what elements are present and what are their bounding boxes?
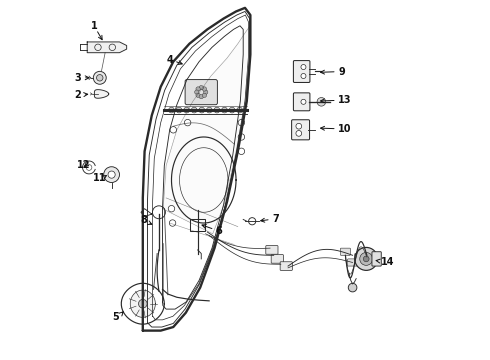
- Circle shape: [238, 134, 245, 140]
- Text: 13: 13: [338, 95, 352, 105]
- Text: 8: 8: [141, 215, 147, 225]
- Circle shape: [238, 120, 245, 126]
- FancyBboxPatch shape: [185, 80, 218, 105]
- Text: 1: 1: [91, 21, 98, 31]
- Circle shape: [355, 247, 378, 270]
- Circle shape: [301, 99, 306, 104]
- FancyBboxPatch shape: [294, 93, 310, 111]
- Circle shape: [203, 90, 208, 94]
- Circle shape: [296, 123, 302, 129]
- Circle shape: [199, 107, 205, 113]
- Circle shape: [296, 131, 302, 136]
- Circle shape: [170, 127, 176, 133]
- FancyBboxPatch shape: [294, 60, 310, 82]
- FancyBboxPatch shape: [266, 246, 278, 254]
- Text: 3: 3: [74, 73, 81, 83]
- Polygon shape: [87, 42, 126, 53]
- FancyBboxPatch shape: [292, 120, 310, 140]
- Text: 7: 7: [272, 214, 279, 224]
- Circle shape: [206, 107, 212, 113]
- Text: 11: 11: [93, 173, 106, 183]
- Circle shape: [184, 120, 191, 126]
- Circle shape: [191, 107, 197, 113]
- Circle shape: [364, 256, 369, 262]
- Polygon shape: [95, 90, 109, 98]
- FancyBboxPatch shape: [191, 219, 205, 231]
- Circle shape: [202, 87, 207, 91]
- Circle shape: [196, 87, 200, 91]
- Circle shape: [360, 252, 373, 265]
- Text: 5: 5: [113, 312, 119, 322]
- Text: 4: 4: [166, 55, 173, 65]
- Polygon shape: [130, 290, 155, 318]
- Text: 10: 10: [338, 124, 352, 134]
- Circle shape: [97, 75, 103, 81]
- Circle shape: [104, 167, 120, 183]
- Circle shape: [170, 220, 176, 226]
- Circle shape: [199, 94, 203, 99]
- FancyBboxPatch shape: [271, 255, 283, 263]
- Circle shape: [196, 93, 200, 98]
- Text: 2: 2: [74, 90, 81, 100]
- Circle shape: [202, 93, 207, 98]
- Circle shape: [348, 283, 357, 292]
- Circle shape: [238, 148, 245, 154]
- Circle shape: [317, 98, 326, 106]
- Circle shape: [237, 107, 243, 113]
- FancyBboxPatch shape: [280, 262, 293, 270]
- Circle shape: [195, 90, 199, 94]
- Circle shape: [301, 64, 306, 69]
- FancyBboxPatch shape: [347, 259, 358, 266]
- FancyBboxPatch shape: [372, 252, 381, 266]
- FancyBboxPatch shape: [362, 261, 372, 268]
- Circle shape: [108, 171, 115, 178]
- Circle shape: [168, 206, 175, 212]
- Circle shape: [199, 86, 203, 90]
- Circle shape: [184, 107, 190, 113]
- Circle shape: [214, 107, 220, 113]
- Text: 6: 6: [216, 226, 222, 236]
- Circle shape: [139, 300, 147, 308]
- Circle shape: [93, 71, 106, 84]
- Polygon shape: [163, 26, 250, 234]
- Circle shape: [176, 107, 182, 113]
- Text: 9: 9: [338, 67, 345, 77]
- FancyBboxPatch shape: [355, 253, 365, 261]
- FancyBboxPatch shape: [341, 248, 350, 255]
- Circle shape: [169, 107, 174, 113]
- Circle shape: [229, 107, 235, 113]
- Circle shape: [301, 73, 306, 78]
- Text: 14: 14: [381, 257, 394, 267]
- Text: 12: 12: [76, 160, 90, 170]
- Circle shape: [221, 107, 227, 113]
